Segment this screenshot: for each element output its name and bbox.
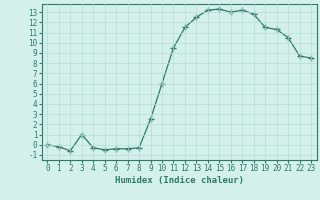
X-axis label: Humidex (Indice chaleur): Humidex (Indice chaleur) (115, 176, 244, 185)
